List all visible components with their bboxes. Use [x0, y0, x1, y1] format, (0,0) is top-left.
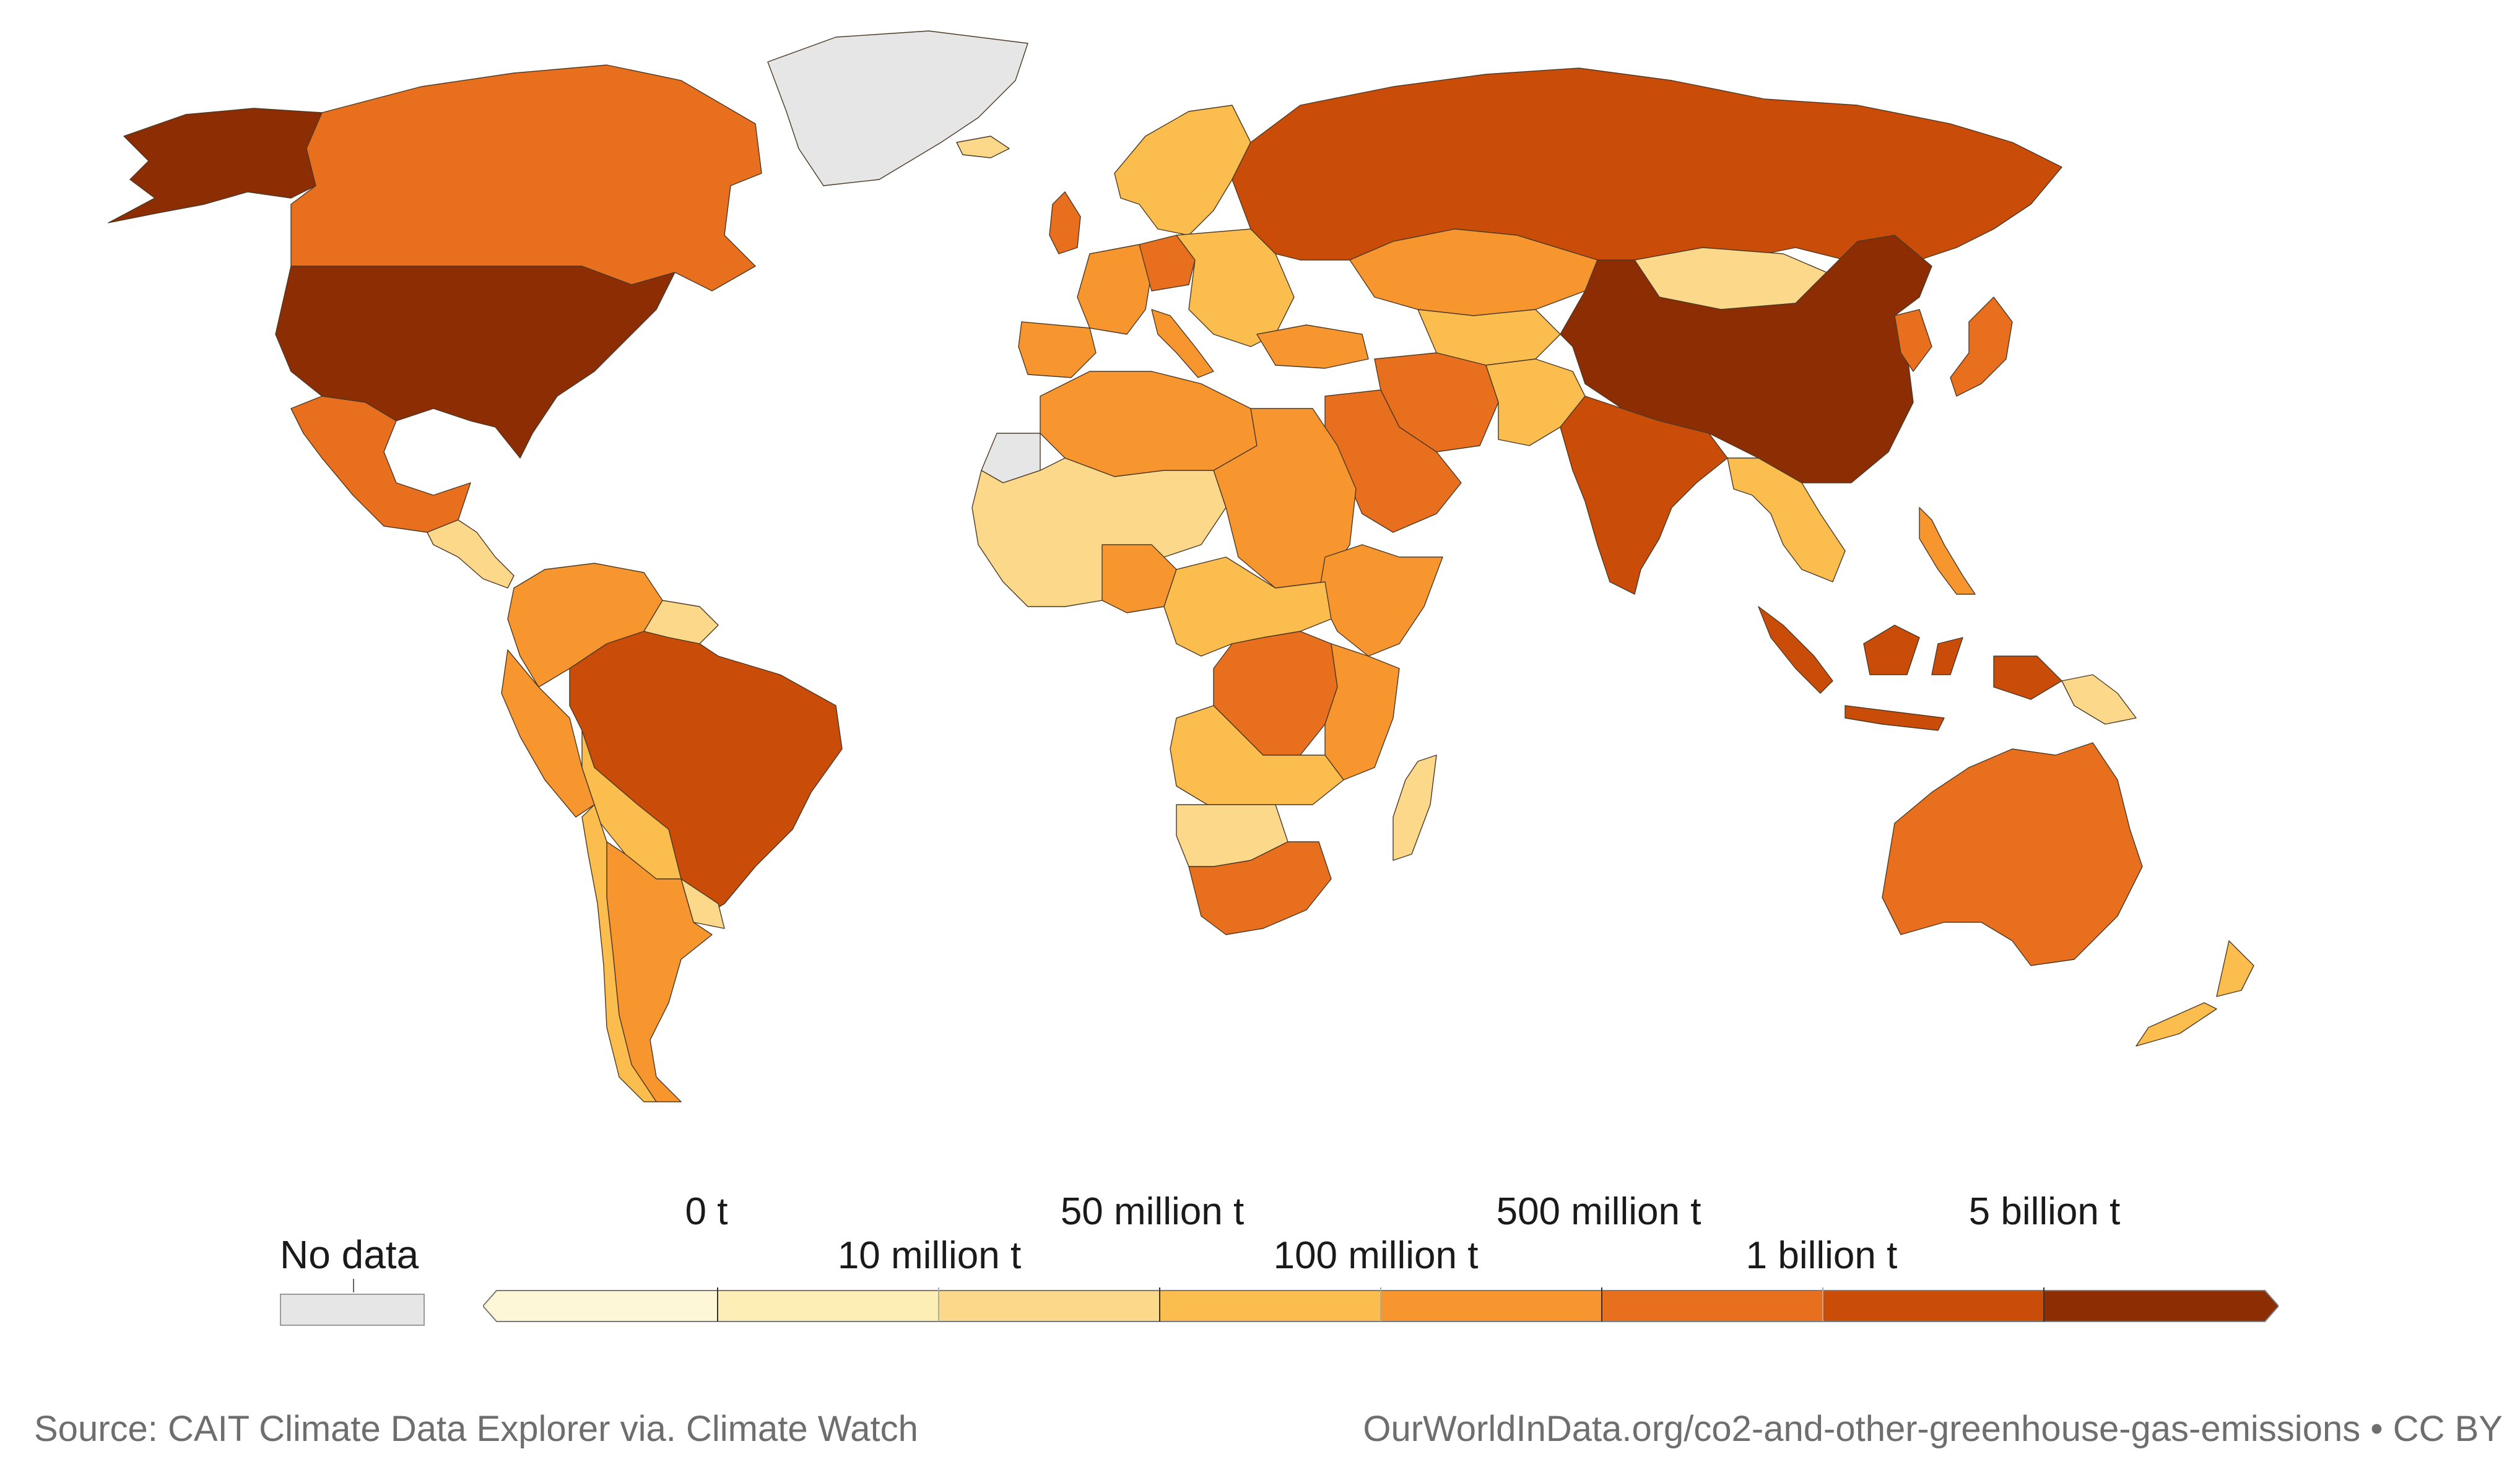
- region-south-africa[interactable]: [1188, 841, 1332, 935]
- region-dr-congo[interactable]: [1213, 631, 1338, 756]
- region-iceland[interactable]: [956, 136, 1010, 158]
- legend-bin-2: [938, 1290, 1160, 1322]
- legend-tick-1bt: 1 billion t: [1745, 1234, 1898, 1277]
- legend-tick-50mt: 50 million t: [1060, 1190, 1245, 1233]
- legend-tick-100mt: 100 million t: [1273, 1234, 1479, 1277]
- region-india[interactable]: [1560, 396, 1728, 595]
- legend-bin-7: [2043, 1290, 2279, 1322]
- region-papua-new-guinea[interactable]: [2061, 674, 2137, 725]
- region-canada[interactable]: [290, 64, 762, 292]
- legend-tick-10mt: 10 million t: [837, 1234, 1022, 1277]
- region-italy[interactable]: [1151, 309, 1214, 378]
- region-japan[interactable]: [1950, 296, 2013, 397]
- region-east-africa[interactable]: [1324, 643, 1400, 781]
- region-turkey[interactable]: [1256, 324, 1369, 369]
- region-madagascar[interactable]: [1393, 755, 1437, 861]
- no-data-tick: [353, 1279, 354, 1292]
- region-sahel-west-africa[interactable]: [971, 457, 1227, 607]
- region-germany[interactable]: [1139, 235, 1196, 292]
- url-license: OurWorldInData.org/co2-and-other-greenho…: [1363, 1409, 2503, 1449]
- region-peru-ecuador[interactable]: [501, 649, 595, 818]
- region-chile[interactable]: [581, 804, 657, 1102]
- legend-bin-1: [717, 1290, 939, 1322]
- region-united-kingdom[interactable]: [1049, 191, 1081, 254]
- legend-bin-4: [1380, 1290, 1602, 1322]
- legend-bin-3: [1159, 1290, 1381, 1322]
- no-data-swatch: [280, 1294, 425, 1326]
- region-korea[interactable]: [1894, 309, 1932, 372]
- region-scandinavia[interactable]: [1114, 105, 1251, 236]
- region-mexico[interactable]: [290, 396, 471, 533]
- legend-tick-0t: 0 t: [685, 1190, 728, 1233]
- region-central-america[interactable]: [427, 519, 515, 589]
- legend-tick-500mt: 500 million t: [1496, 1190, 1701, 1233]
- region-new-zealand[interactable]: [2135, 940, 2254, 1047]
- legend-bin-6: [1822, 1290, 2044, 1322]
- region-alaska[interactable]: [108, 108, 323, 223]
- color-scale-bar: [483, 1287, 2279, 1322]
- region-southeast-asia[interactable]: [1727, 457, 1846, 582]
- region-australia[interactable]: [1882, 742, 2143, 966]
- region-philippines[interactable]: [1919, 507, 1976, 595]
- source-note: Source: CAIT Climate Data Explorer via. …: [34, 1409, 918, 1449]
- region-angola-zambia[interactable]: [1170, 705, 1344, 805]
- no-data-label: No data: [280, 1232, 419, 1277]
- region-china[interactable]: [1560, 235, 1932, 483]
- region-greenland[interactable]: [767, 30, 1028, 186]
- legend-bin-5: [1601, 1290, 1823, 1322]
- legend-tick-5bt: 5 billion t: [1968, 1190, 2121, 1233]
- region-iberia[interactable]: [1018, 321, 1097, 378]
- region-indonesia[interactable]: [1758, 606, 2062, 731]
- world-map: [108, 30, 2254, 1102]
- legend-bin-0: [483, 1290, 718, 1322]
